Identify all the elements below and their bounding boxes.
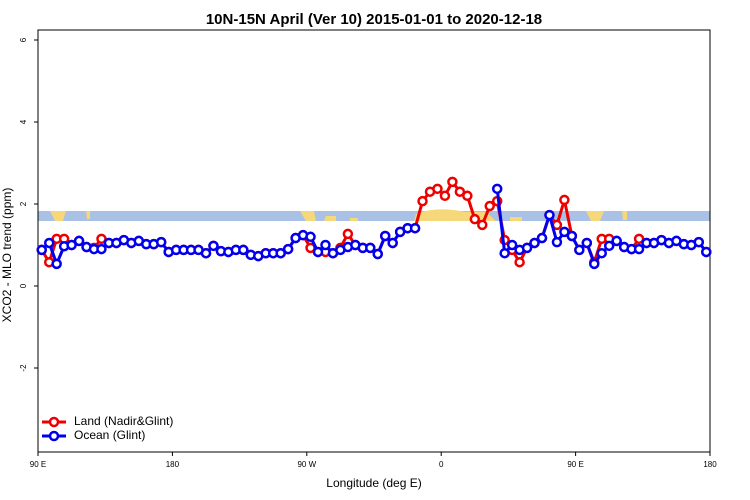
point bbox=[447, 176, 458, 188]
x-tick-label: 180 bbox=[703, 460, 717, 469]
x-axis-label: Longitude (deg E) bbox=[326, 476, 421, 490]
point bbox=[477, 219, 488, 231]
x-tick-label: 90 W bbox=[297, 460, 316, 469]
point bbox=[43, 237, 55, 249]
point bbox=[693, 236, 705, 248]
legend-label: Ocean (Glint) bbox=[74, 428, 145, 442]
point bbox=[603, 240, 615, 252]
point bbox=[282, 243, 294, 255]
point bbox=[506, 239, 518, 251]
point bbox=[633, 243, 645, 255]
map-strip bbox=[38, 209, 710, 221]
point bbox=[484, 200, 495, 212]
point bbox=[529, 237, 540, 249]
point bbox=[155, 236, 167, 248]
point bbox=[469, 213, 481, 225]
point bbox=[275, 247, 286, 259]
point bbox=[559, 226, 570, 238]
y-tick-label: 0 bbox=[19, 283, 28, 288]
point bbox=[417, 195, 428, 207]
y-tick-label: 4 bbox=[19, 119, 28, 124]
y-axis-label: XCO2 - MLO trend (ppm) bbox=[0, 188, 14, 323]
point bbox=[521, 242, 533, 254]
point bbox=[305, 231, 316, 243]
legend-label: Land (Nadir&Glint) bbox=[74, 414, 173, 428]
point bbox=[200, 247, 212, 259]
point bbox=[365, 242, 376, 254]
x-tick-label: 90 E bbox=[30, 460, 46, 469]
point bbox=[36, 244, 47, 256]
point bbox=[51, 258, 62, 270]
legend-marker bbox=[48, 430, 60, 442]
point bbox=[312, 246, 324, 258]
legend-marker bbox=[48, 416, 60, 428]
x-tick-label: 180 bbox=[166, 460, 180, 469]
point bbox=[596, 247, 607, 259]
point bbox=[589, 258, 600, 270]
point bbox=[342, 228, 354, 240]
x-tick-label: 90 E bbox=[567, 460, 583, 469]
chart-title: 10N-15N April (Ver 10) 2015-01-01 to 202… bbox=[206, 11, 542, 28]
point bbox=[611, 235, 622, 247]
point bbox=[387, 237, 398, 249]
point bbox=[462, 190, 473, 202]
y-tick-label: 2 bbox=[19, 201, 28, 206]
y-tick-label: -2 bbox=[19, 364, 28, 372]
point bbox=[551, 236, 563, 248]
point bbox=[73, 235, 85, 247]
point bbox=[514, 256, 525, 268]
point bbox=[96, 233, 107, 245]
y-tick-label: 6 bbox=[19, 37, 28, 42]
point bbox=[559, 194, 570, 206]
point bbox=[66, 239, 77, 251]
point bbox=[544, 209, 555, 221]
x-tick-label: 0 bbox=[439, 460, 444, 469]
point bbox=[238, 244, 249, 256]
point bbox=[409, 222, 421, 234]
point bbox=[566, 230, 578, 242]
plot-frame bbox=[37, 29, 711, 453]
point bbox=[320, 239, 331, 251]
point bbox=[439, 190, 451, 202]
point bbox=[701, 246, 712, 258]
point bbox=[491, 183, 503, 195]
point bbox=[499, 247, 510, 259]
point bbox=[574, 244, 585, 256]
point bbox=[379, 230, 391, 242]
point bbox=[536, 232, 548, 244]
point bbox=[372, 248, 383, 260]
point bbox=[581, 237, 593, 249]
point bbox=[96, 243, 107, 255]
point bbox=[454, 186, 466, 197]
point bbox=[633, 233, 645, 245]
point bbox=[208, 240, 219, 252]
point bbox=[432, 183, 443, 195]
